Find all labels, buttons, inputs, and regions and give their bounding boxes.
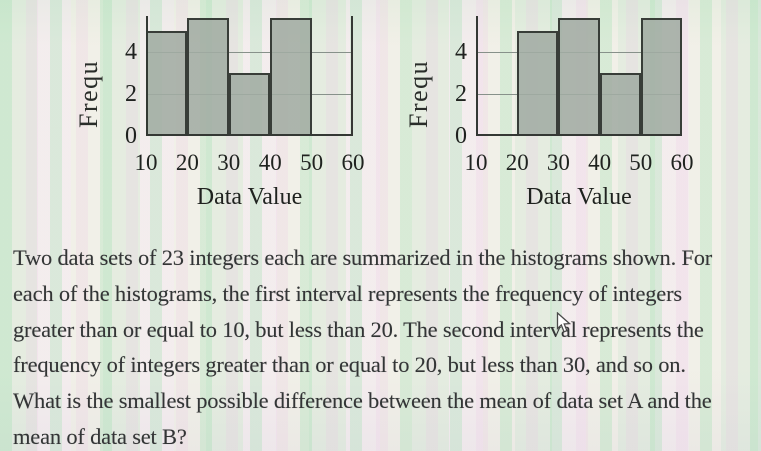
y-axis-title: Frequ [74, 59, 103, 128]
y-tick-label: 2 [125, 81, 137, 107]
histogram-bar [640, 18, 682, 136]
x-axis-line [146, 134, 353, 136]
histogram-bar [146, 31, 188, 136]
histogram-bar [270, 18, 312, 136]
histogram-bar [558, 18, 600, 136]
y-tick-label: 0 [455, 123, 467, 149]
x-tick-label: 50 [629, 150, 653, 175]
problem-text-line: frequency of integers greater than or eq… [13, 352, 686, 378]
problem-text-line: each of the histograms, the first interv… [13, 280, 682, 306]
x-tick-label: 60 [341, 150, 365, 175]
y-tick-label: 0 [125, 123, 137, 149]
x-axis-line [476, 134, 682, 136]
plot-right-frame-line [351, 16, 353, 136]
x-tick-label: 30 [546, 150, 570, 175]
y-tick-label: 4 [455, 39, 467, 65]
problem-text-line: mean of data set B? [13, 423, 187, 449]
problem-text-line: What is the smallest possible difference… [13, 388, 712, 414]
x-tick-label: 20 [175, 150, 199, 175]
histogram-data-set-A: 10 20 30 40 50 60 0 2 4 Data Value Frequ [74, 16, 365, 210]
x-tick-label: 10 [464, 150, 488, 175]
histogram-bar [517, 31, 559, 136]
x-tick-label: 60 [670, 150, 694, 175]
x-axis-title: Data Value [196, 184, 303, 210]
gridline [146, 51, 353, 53]
x-tick-label: 10 [134, 150, 158, 175]
mouse-cursor-icon [556, 312, 572, 333]
x-tick-label: 40 [588, 150, 612, 175]
histogram-bar [599, 73, 641, 136]
y-axis-title: Frequ [404, 59, 433, 128]
y-axis-line [146, 16, 148, 136]
y-tick-label: 2 [455, 81, 467, 107]
y-tick-label: 4 [125, 39, 137, 65]
histogram-data-set-B: 10 20 30 40 50 60 0 2 4 Data Value Frequ [404, 16, 694, 210]
x-tick-label: 30 [217, 150, 241, 175]
histogram-bar [228, 73, 271, 136]
x-tick-label: 20 [505, 150, 529, 175]
x-tick-label: 40 [258, 150, 282, 175]
problem-text-line: Two data sets of 23 integers each are su… [13, 245, 713, 270]
x-tick-label: 50 [300, 150, 324, 175]
problem-text-line: greater than or equal to 10, but less th… [13, 316, 704, 342]
y-axis-line [476, 16, 478, 136]
x-axis-title: Data Value [526, 184, 632, 210]
histogram-bar [187, 18, 229, 136]
problem-text: Two data sets of 23 integers each are su… [13, 240, 757, 451]
